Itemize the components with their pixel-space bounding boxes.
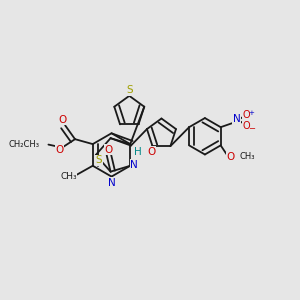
- Text: O: O: [104, 145, 113, 154]
- Text: O: O: [226, 152, 235, 162]
- Text: CH₃: CH₃: [240, 152, 255, 161]
- Text: S: S: [95, 155, 102, 165]
- Text: +: +: [249, 110, 255, 116]
- Text: H: H: [134, 146, 142, 157]
- Text: N: N: [108, 178, 116, 188]
- Text: O: O: [242, 121, 250, 131]
- Text: O: O: [58, 115, 67, 125]
- Text: O: O: [147, 146, 156, 157]
- Text: O: O: [55, 146, 63, 155]
- Text: N: N: [232, 114, 240, 124]
- Text: S: S: [126, 85, 133, 95]
- Text: N: N: [130, 160, 138, 170]
- Text: −: −: [248, 124, 255, 133]
- Text: O: O: [242, 110, 250, 120]
- Text: CH₃: CH₃: [60, 172, 77, 181]
- Text: CH₂CH₃: CH₂CH₃: [9, 140, 40, 148]
